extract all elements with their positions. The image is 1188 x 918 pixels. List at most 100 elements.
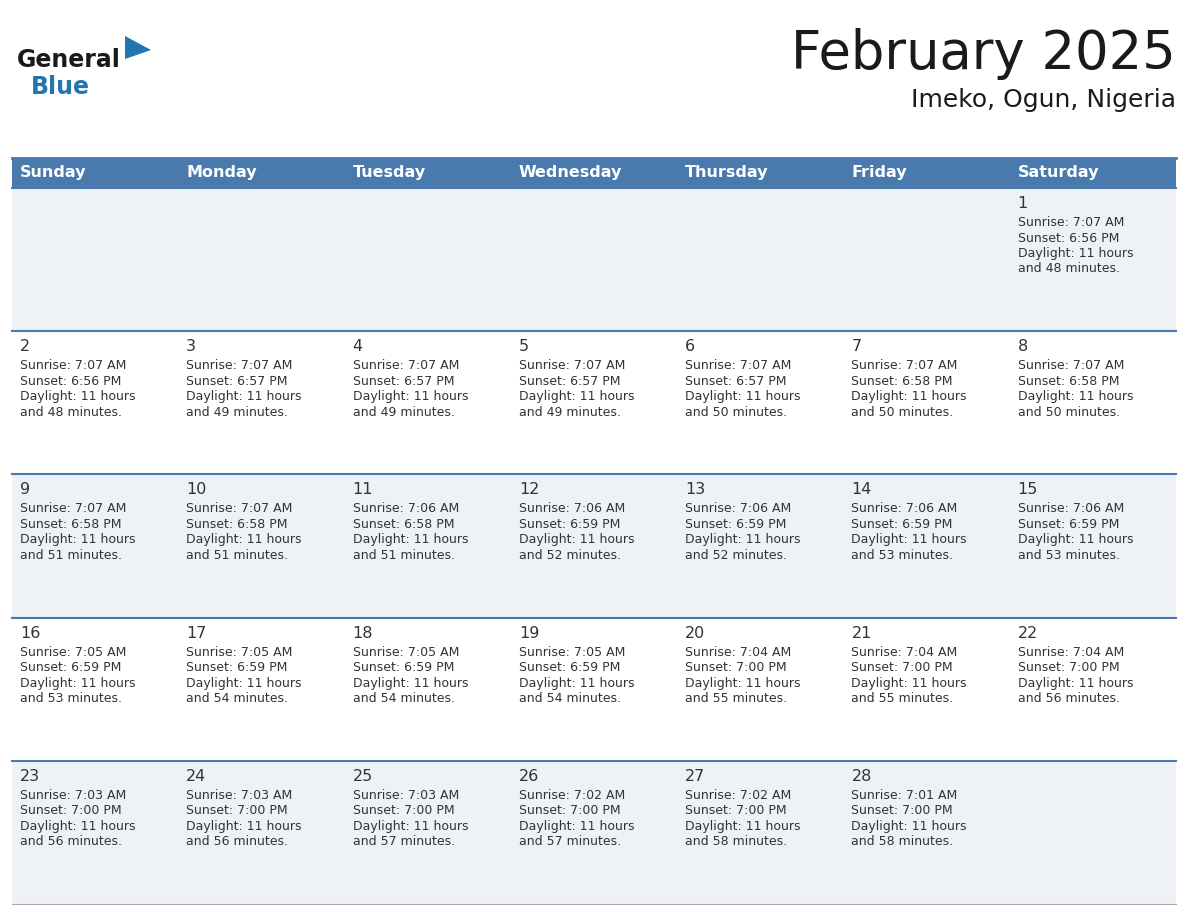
Text: Daylight: 11 hours: Daylight: 11 hours xyxy=(20,533,135,546)
Text: 1: 1 xyxy=(1018,196,1028,211)
Text: Sunset: 6:57 PM: Sunset: 6:57 PM xyxy=(519,375,620,387)
Text: Daylight: 11 hours: Daylight: 11 hours xyxy=(685,820,801,833)
Text: Sunrise: 7:04 AM: Sunrise: 7:04 AM xyxy=(685,645,791,658)
Text: Daylight: 11 hours: Daylight: 11 hours xyxy=(187,820,302,833)
Bar xyxy=(12,475,1176,618)
Text: Sunset: 6:59 PM: Sunset: 6:59 PM xyxy=(852,518,953,531)
Text: Daylight: 11 hours: Daylight: 11 hours xyxy=(20,390,135,403)
Text: and 56 minutes.: and 56 minutes. xyxy=(1018,692,1120,705)
Text: 22: 22 xyxy=(1018,625,1038,641)
Text: Monday: Monday xyxy=(187,165,257,181)
Text: and 54 minutes.: and 54 minutes. xyxy=(353,692,455,705)
Text: and 58 minutes.: and 58 minutes. xyxy=(685,835,788,848)
Text: Sunset: 6:58 PM: Sunset: 6:58 PM xyxy=(187,518,287,531)
Text: 17: 17 xyxy=(187,625,207,641)
Text: Sunset: 7:00 PM: Sunset: 7:00 PM xyxy=(685,804,786,817)
Text: Sunset: 6:59 PM: Sunset: 6:59 PM xyxy=(353,661,454,674)
Text: Sunset: 6:57 PM: Sunset: 6:57 PM xyxy=(685,375,786,387)
Text: Sunrise: 7:06 AM: Sunrise: 7:06 AM xyxy=(519,502,625,515)
Text: 15: 15 xyxy=(1018,482,1038,498)
Text: Sunset: 7:00 PM: Sunset: 7:00 PM xyxy=(685,661,786,674)
Text: 2: 2 xyxy=(20,339,30,354)
Text: Daylight: 11 hours: Daylight: 11 hours xyxy=(187,533,302,546)
Text: Daylight: 11 hours: Daylight: 11 hours xyxy=(20,820,135,833)
Text: Sunset: 6:56 PM: Sunset: 6:56 PM xyxy=(1018,231,1119,244)
Text: February 2025: February 2025 xyxy=(791,28,1176,80)
Text: Sunrise: 7:02 AM: Sunrise: 7:02 AM xyxy=(519,789,625,801)
Text: Sunrise: 7:07 AM: Sunrise: 7:07 AM xyxy=(353,359,459,372)
Text: and 49 minutes.: and 49 minutes. xyxy=(187,406,289,419)
Text: Sunrise: 7:04 AM: Sunrise: 7:04 AM xyxy=(852,645,958,658)
Text: Sunset: 7:00 PM: Sunset: 7:00 PM xyxy=(1018,661,1119,674)
Text: Sunset: 7:00 PM: Sunset: 7:00 PM xyxy=(519,804,620,817)
Text: 16: 16 xyxy=(20,625,40,641)
Text: Sunrise: 7:07 AM: Sunrise: 7:07 AM xyxy=(187,359,292,372)
Text: 23: 23 xyxy=(20,768,40,784)
Text: and 48 minutes.: and 48 minutes. xyxy=(20,406,122,419)
Text: Sunrise: 7:07 AM: Sunrise: 7:07 AM xyxy=(852,359,958,372)
Text: Sunset: 7:00 PM: Sunset: 7:00 PM xyxy=(353,804,454,817)
Bar xyxy=(12,188,1176,331)
Text: Sunrise: 7:05 AM: Sunrise: 7:05 AM xyxy=(187,645,292,658)
Text: Sunset: 6:57 PM: Sunset: 6:57 PM xyxy=(353,375,454,387)
Text: Sunset: 7:00 PM: Sunset: 7:00 PM xyxy=(852,661,953,674)
Text: Sunset: 6:59 PM: Sunset: 6:59 PM xyxy=(685,518,786,531)
Text: Sunrise: 7:07 AM: Sunrise: 7:07 AM xyxy=(187,502,292,515)
Text: 6: 6 xyxy=(685,339,695,354)
Text: Daylight: 11 hours: Daylight: 11 hours xyxy=(685,390,801,403)
Text: and 53 minutes.: and 53 minutes. xyxy=(852,549,954,562)
Text: Blue: Blue xyxy=(31,75,90,99)
Text: 27: 27 xyxy=(685,768,706,784)
Text: Sunset: 6:56 PM: Sunset: 6:56 PM xyxy=(20,375,121,387)
Text: Daylight: 11 hours: Daylight: 11 hours xyxy=(1018,533,1133,546)
Text: Sunrise: 7:06 AM: Sunrise: 7:06 AM xyxy=(353,502,459,515)
Text: 11: 11 xyxy=(353,482,373,498)
Text: 19: 19 xyxy=(519,625,539,641)
Text: and 57 minutes.: and 57 minutes. xyxy=(519,835,621,848)
Text: Sunrise: 7:04 AM: Sunrise: 7:04 AM xyxy=(1018,645,1124,658)
Text: Daylight: 11 hours: Daylight: 11 hours xyxy=(1018,390,1133,403)
Text: Daylight: 11 hours: Daylight: 11 hours xyxy=(1018,677,1133,689)
Text: Daylight: 11 hours: Daylight: 11 hours xyxy=(519,820,634,833)
Text: Sunset: 7:00 PM: Sunset: 7:00 PM xyxy=(852,804,953,817)
Text: Daylight: 11 hours: Daylight: 11 hours xyxy=(519,677,634,689)
Text: Daylight: 11 hours: Daylight: 11 hours xyxy=(353,533,468,546)
Text: and 56 minutes.: and 56 minutes. xyxy=(20,835,122,848)
Text: Sunrise: 7:07 AM: Sunrise: 7:07 AM xyxy=(685,359,791,372)
Text: Sunrise: 7:03 AM: Sunrise: 7:03 AM xyxy=(187,789,292,801)
Polygon shape xyxy=(125,36,151,59)
Text: Daylight: 11 hours: Daylight: 11 hours xyxy=(685,677,801,689)
Text: and 53 minutes.: and 53 minutes. xyxy=(20,692,122,705)
Text: Sunset: 6:58 PM: Sunset: 6:58 PM xyxy=(852,375,953,387)
Text: Sunset: 6:59 PM: Sunset: 6:59 PM xyxy=(519,661,620,674)
Text: 28: 28 xyxy=(852,768,872,784)
Bar xyxy=(12,331,1176,475)
Text: 14: 14 xyxy=(852,482,872,498)
Text: Sunset: 6:59 PM: Sunset: 6:59 PM xyxy=(20,661,121,674)
Text: General: General xyxy=(17,48,121,72)
Text: Sunrise: 7:02 AM: Sunrise: 7:02 AM xyxy=(685,789,791,801)
Text: Daylight: 11 hours: Daylight: 11 hours xyxy=(1018,247,1133,260)
Text: 21: 21 xyxy=(852,625,872,641)
Text: and 48 minutes.: and 48 minutes. xyxy=(1018,263,1120,275)
Text: Sunday: Sunday xyxy=(20,165,87,181)
Text: Daylight: 11 hours: Daylight: 11 hours xyxy=(852,533,967,546)
Text: Daylight: 11 hours: Daylight: 11 hours xyxy=(852,820,967,833)
Text: Sunrise: 7:05 AM: Sunrise: 7:05 AM xyxy=(519,645,625,658)
Text: and 49 minutes.: and 49 minutes. xyxy=(353,406,455,419)
Text: Sunrise: 7:07 AM: Sunrise: 7:07 AM xyxy=(20,359,126,372)
Text: Sunrise: 7:03 AM: Sunrise: 7:03 AM xyxy=(353,789,459,801)
Text: Sunset: 6:59 PM: Sunset: 6:59 PM xyxy=(1018,518,1119,531)
Text: Sunrise: 7:05 AM: Sunrise: 7:05 AM xyxy=(20,645,126,658)
Text: 10: 10 xyxy=(187,482,207,498)
Bar xyxy=(12,618,1176,761)
Text: and 49 minutes.: and 49 minutes. xyxy=(519,406,621,419)
Text: and 54 minutes.: and 54 minutes. xyxy=(519,692,621,705)
Text: Sunrise: 7:07 AM: Sunrise: 7:07 AM xyxy=(20,502,126,515)
Text: and 54 minutes.: and 54 minutes. xyxy=(187,692,289,705)
Text: Daylight: 11 hours: Daylight: 11 hours xyxy=(353,390,468,403)
Text: 20: 20 xyxy=(685,625,706,641)
Text: and 51 minutes.: and 51 minutes. xyxy=(187,549,289,562)
Text: 18: 18 xyxy=(353,625,373,641)
Text: 5: 5 xyxy=(519,339,529,354)
